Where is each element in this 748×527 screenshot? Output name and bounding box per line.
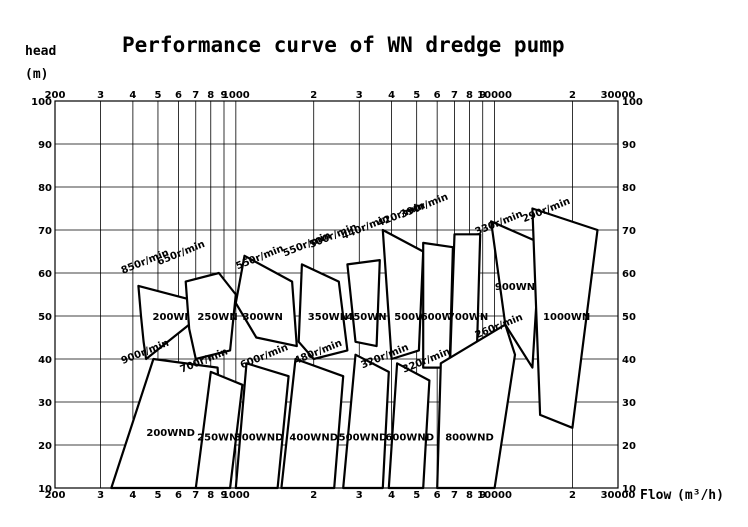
y-tick-label-right: 80 [622, 183, 636, 194]
region-900WN [490, 220, 542, 369]
region-800WND [436, 323, 517, 490]
x-tick-label-bottom: 5 [413, 490, 420, 501]
y-tick-label-right: 30 [622, 398, 636, 409]
x-tick-label-bottom: 3 [97, 490, 104, 501]
x-tick-label-bottom: 5 [154, 490, 161, 501]
x-tick-label-top: 200 [45, 90, 66, 101]
region-350WN [297, 263, 349, 361]
x-axis-unit: (m³/h) [677, 488, 724, 503]
chart-title: Performance curve of WN dredge pump [122, 33, 565, 57]
region-label: 250WND [197, 432, 246, 443]
region-label: 600WND [385, 432, 434, 443]
x-tick-label-top: 3 [356, 90, 363, 101]
y-tick-label-left: 40 [38, 355, 52, 366]
y-tick-label-right: 70 [622, 226, 636, 237]
region-300WND [234, 362, 290, 490]
x-tick-label-top: 8 [207, 90, 214, 101]
y-tick-label-right: 90 [622, 140, 636, 151]
x-tick-label-top: 9 [479, 90, 486, 101]
x-tick-label-bottom: 8 [207, 490, 214, 501]
axis-ticks: 10 10 20 20 30 30 40 40 50 50 60 60 70 70 80 80 90 90 100 1… [31, 90, 643, 501]
x-tick-label-bottom: 9 [221, 490, 228, 501]
x-tick-label-bottom: 2 [310, 490, 317, 501]
region-400WND [280, 357, 345, 490]
x-tick-label-bottom: 6 [175, 490, 182, 501]
y-tick-label-right: 20 [622, 441, 636, 452]
x-tick-label-bottom: 7 [192, 490, 199, 501]
y-tick-label-left: 100 [31, 97, 52, 108]
y-tick-label-left: 80 [38, 183, 52, 194]
region-label: 300WND [235, 432, 284, 443]
x-tick-label-top: 2 [310, 90, 317, 101]
x-tick-label-bottom: 3 [356, 490, 363, 501]
y-tick-label-right: 50 [622, 312, 636, 323]
y-tick-label-right: 10 [622, 484, 636, 495]
region-450WN [346, 259, 381, 348]
x-tick-label-top: 6 [175, 90, 182, 101]
x-tick-label-bottom: 8 [466, 490, 473, 501]
x-tick-label-top: 9 [221, 90, 228, 101]
region-label: 800WND [445, 432, 494, 443]
x-tick-label-top: 4 [388, 90, 395, 101]
y-axis-label: head [25, 44, 56, 59]
region-label: 200WN [153, 312, 193, 323]
x-tick-label-bottom: 4 [388, 490, 395, 501]
x-tick-label-top: 1000 [222, 90, 250, 101]
y-tick-label-left: 30 [38, 398, 52, 409]
region-label: 200WND [146, 428, 195, 439]
region-600WND [387, 362, 431, 490]
region-500WND [342, 353, 390, 490]
x-tick-label-top: 7 [192, 90, 199, 101]
region-label: 500WN [394, 312, 434, 323]
region-label: 450WN [346, 312, 386, 323]
region-label: 500WND [339, 432, 388, 443]
x-tick-label-bottom: 9 [479, 490, 486, 501]
y-tick-label-left: 90 [38, 140, 52, 151]
x-tick-label-top: 10000 [477, 90, 512, 101]
y-tick-label-right: 60 [622, 269, 636, 280]
region-250WND [194, 370, 244, 490]
region-label: 400WND [289, 432, 338, 443]
x-tick-label-bottom: 4 [129, 490, 136, 501]
x-tick-label-top: 2 [569, 90, 576, 101]
x-tick-label-bottom: 2 [569, 490, 576, 501]
x-axis-label: Flow [640, 488, 671, 503]
x-tick-label-bottom: 30000 [601, 490, 636, 501]
y-axis-unit: (m) [25, 67, 48, 82]
x-tick-label-bottom: 10000 [477, 490, 512, 501]
region-label: 300WN [243, 312, 283, 323]
x-tick-label-bottom: 6 [434, 490, 441, 501]
x-tick-label-top: 7 [451, 90, 458, 101]
x-tick-label-top: 8 [466, 90, 473, 101]
y-tick-label-right: 100 [622, 97, 643, 108]
region-1000WN [531, 207, 599, 429]
y-tick-label-left: 20 [38, 441, 52, 452]
x-tick-label-top: 3 [97, 90, 104, 101]
y-tick-label-left: 50 [38, 312, 52, 323]
y-tick-label-left: 10 [38, 484, 52, 495]
x-tick-label-bottom: 200 [45, 490, 66, 501]
x-tick-label-top: 6 [434, 90, 441, 101]
x-tick-label-bottom: 7 [451, 490, 458, 501]
region-500WN [381, 228, 425, 361]
region-label: 900WN [495, 282, 535, 293]
x-tick-label-top: 5 [154, 90, 161, 101]
region-250WN [184, 271, 237, 361]
speed-label: 600r/min [239, 342, 290, 371]
x-tick-label-top: 4 [129, 90, 136, 101]
x-tick-label-top: 5 [413, 90, 420, 101]
region-label: 600WN [421, 312, 461, 323]
region-label: 1000WN [543, 312, 590, 323]
y-tick-label-right: 40 [622, 355, 636, 366]
y-tick-label-left: 60 [38, 269, 52, 280]
region-300WN [234, 254, 298, 348]
x-tick-label-top: 30000 [601, 90, 636, 101]
region-label: 250WN [197, 312, 237, 323]
region-label: 350WN [308, 312, 348, 323]
x-tick-label-bottom: 1000 [222, 490, 250, 501]
y-tick-label-left: 70 [38, 226, 52, 237]
region-label: 700WN [448, 312, 488, 323]
